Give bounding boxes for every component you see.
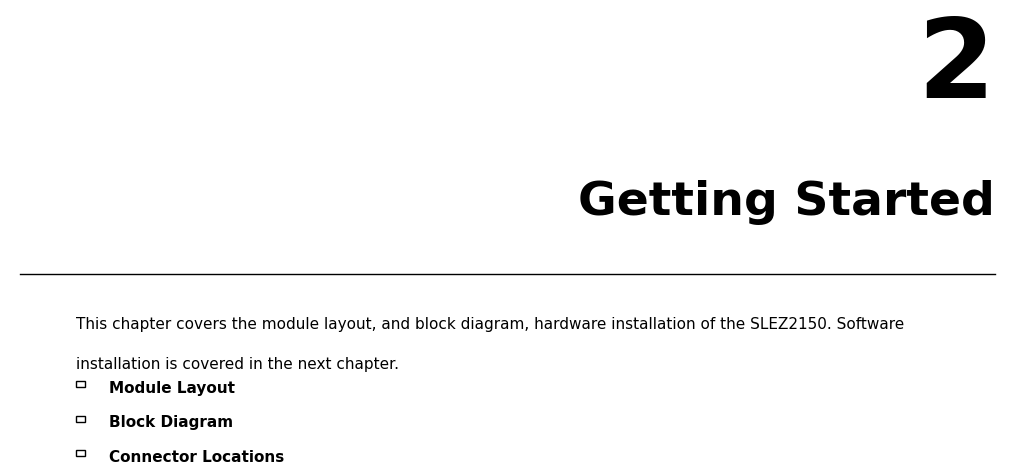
Text: 2: 2 [918, 14, 995, 121]
Text: Getting Started: Getting Started [578, 180, 995, 225]
Text: This chapter covers the module layout, and block diagram, hardware installation : This chapter covers the module layout, a… [76, 317, 904, 332]
Text: Connector Locations: Connector Locations [109, 450, 285, 465]
Text: Module Layout: Module Layout [109, 381, 235, 396]
Text: Block Diagram: Block Diagram [109, 415, 233, 430]
Text: installation is covered in the next chapter.: installation is covered in the next chap… [76, 357, 399, 372]
